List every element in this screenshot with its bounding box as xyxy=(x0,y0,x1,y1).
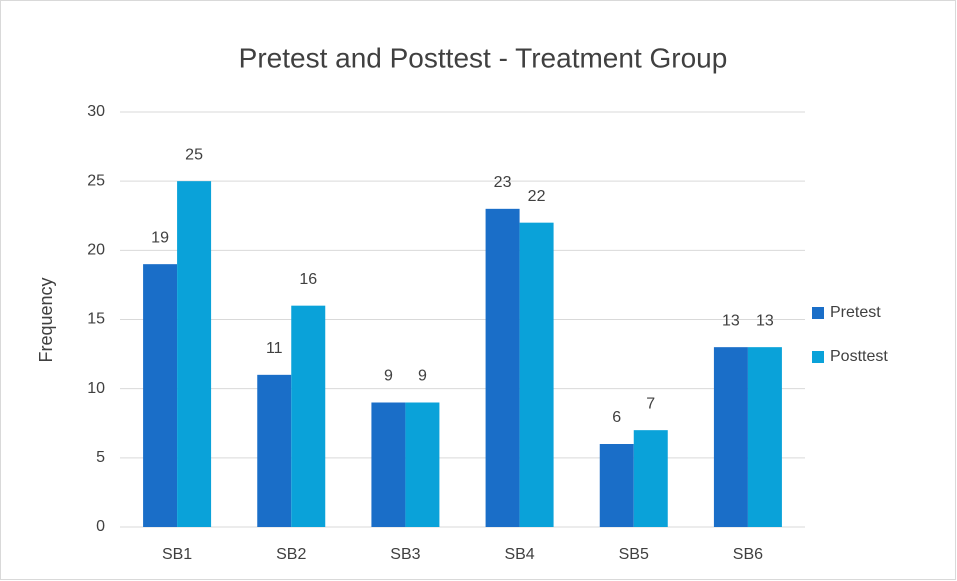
x-tick-label: SB2 xyxy=(276,546,306,563)
y-tick-label: 20 xyxy=(87,242,105,259)
x-tick-label: SB5 xyxy=(619,546,649,563)
bar xyxy=(291,305,326,527)
legend-label: Posttest xyxy=(830,348,888,365)
x-tick-label: SB4 xyxy=(504,546,534,563)
data-label: 9 xyxy=(384,368,393,385)
y-tick-label: 0 xyxy=(96,518,105,535)
data-label: 9 xyxy=(418,368,427,385)
bar xyxy=(257,374,292,527)
bar xyxy=(747,347,782,527)
data-label: 7 xyxy=(646,395,655,412)
data-label: 6 xyxy=(612,409,621,426)
y-tick-label: 5 xyxy=(96,449,105,466)
bar xyxy=(599,444,634,527)
legend-swatch xyxy=(812,351,824,363)
data-label: 25 xyxy=(185,146,203,163)
y-axis-label: Frequency xyxy=(36,277,56,362)
y-tick-label: 30 xyxy=(87,103,105,120)
y-tick-label: 25 xyxy=(87,172,105,189)
bar xyxy=(713,347,748,527)
legend-label: Pretest xyxy=(830,304,881,321)
x-tick-label: SB3 xyxy=(390,546,420,563)
data-label: 13 xyxy=(722,312,740,329)
bar xyxy=(177,181,212,527)
y-tick-label: 10 xyxy=(87,380,105,397)
data-label: 19 xyxy=(151,229,169,246)
bar xyxy=(485,208,520,528)
data-label: 13 xyxy=(756,312,774,329)
data-label: 22 xyxy=(528,188,546,205)
x-tick-label: SB6 xyxy=(733,546,763,563)
y-tick-label: 15 xyxy=(87,311,105,328)
bar xyxy=(371,402,406,527)
data-label: 16 xyxy=(299,271,317,288)
bar xyxy=(143,264,178,527)
data-label: 11 xyxy=(266,340,283,357)
data-label: 23 xyxy=(494,174,512,191)
x-tick-label: SB1 xyxy=(162,546,192,563)
bar xyxy=(633,430,668,527)
legend-swatch xyxy=(812,307,824,319)
bar xyxy=(519,222,554,527)
chart-title: Pretest and Posttest - Treatment Group xyxy=(239,42,728,73)
bar xyxy=(405,402,440,527)
